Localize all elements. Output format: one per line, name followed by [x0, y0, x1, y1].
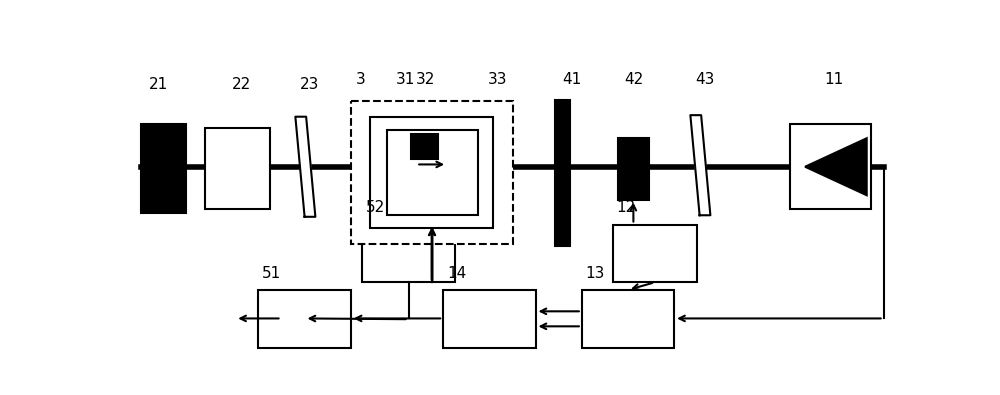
- Polygon shape: [690, 115, 710, 215]
- Polygon shape: [805, 138, 867, 195]
- Bar: [141, 124, 186, 213]
- Bar: [555, 100, 570, 246]
- Text: 51: 51: [262, 266, 282, 281]
- Text: 11: 11: [824, 72, 844, 87]
- Polygon shape: [295, 117, 315, 217]
- Bar: [387, 130, 478, 215]
- Text: 21: 21: [149, 77, 168, 92]
- Bar: [205, 128, 270, 209]
- Text: 14: 14: [447, 266, 466, 281]
- Bar: [351, 101, 512, 244]
- Bar: [411, 134, 438, 159]
- Text: 33: 33: [488, 72, 507, 87]
- Bar: [443, 290, 536, 348]
- Bar: [362, 224, 455, 282]
- Text: 12: 12: [616, 200, 636, 215]
- Text: 52: 52: [366, 200, 385, 215]
- Text: 3: 3: [355, 72, 365, 87]
- Text: 42: 42: [624, 72, 643, 87]
- Bar: [582, 290, 674, 348]
- Bar: [790, 124, 871, 209]
- Text: 22: 22: [231, 77, 251, 92]
- Bar: [618, 138, 649, 200]
- Text: 13: 13: [586, 266, 605, 281]
- Bar: [258, 290, 351, 348]
- Bar: [370, 117, 493, 228]
- Text: 41: 41: [563, 72, 582, 87]
- Bar: [613, 224, 697, 282]
- Text: 23: 23: [300, 77, 320, 92]
- Text: 31: 31: [395, 72, 415, 87]
- Text: 43: 43: [695, 72, 715, 87]
- Text: 32: 32: [416, 72, 436, 87]
